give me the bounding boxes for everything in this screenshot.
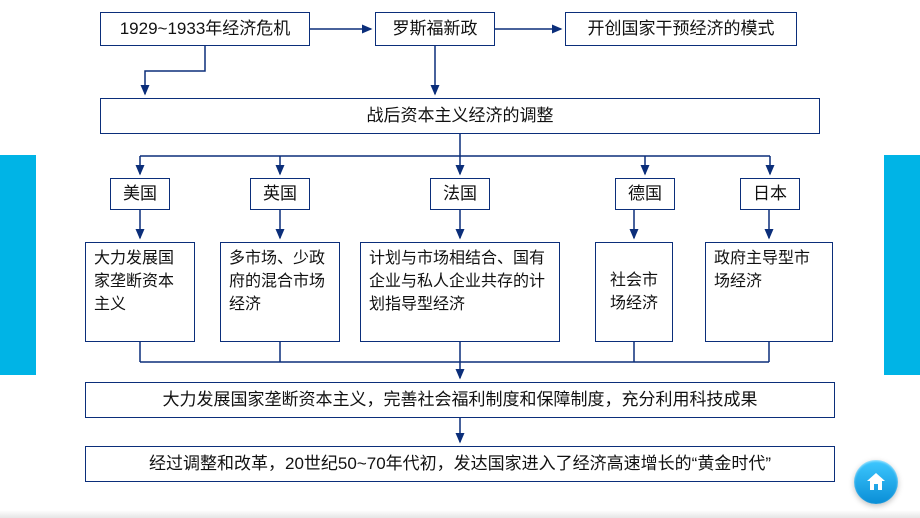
node-country-fr: 法国 [430,178,490,210]
node-desc-jp: 政府主导型市场经济 [705,242,833,342]
diagram-canvas: 1929~1933年经济危机 罗斯福新政 开创国家干预经济的模式 战后资本主义经… [55,6,865,496]
home-button[interactable] [854,460,898,504]
node-country-de: 德国 [615,178,675,210]
node-country-us: 美国 [110,178,170,210]
node-newdeal: 罗斯福新政 [375,12,495,46]
slide: 1929~1933年经济危机 罗斯福新政 开创国家干预经济的模式 战后资本主义经… [0,0,920,518]
decor-bottom-shadow [0,510,920,518]
node-intervention: 开创国家干预经济的模式 [565,12,797,46]
node-desc-us: 大力发展国家垄断资本主义 [85,242,195,342]
node-crisis: 1929~1933年经济危机 [100,12,310,46]
decor-sidebar-left [0,155,36,375]
node-desc-fr: 计划与市场相结合、国有企业与私人企业共存的计划指导型经济 [360,242,560,342]
home-icon [864,470,888,494]
node-adjustment: 战后资本主义经济的调整 [100,98,820,134]
node-desc-uk: 多市场、少政府的混合市场经济 [220,242,340,342]
node-desc-de: 社会市场经济 [595,242,673,342]
node-country-uk: 英国 [250,178,310,210]
node-country-jp: 日本 [740,178,800,210]
decor-sidebar-right [884,155,920,375]
node-summary-policy: 大力发展国家垄断资本主义，完善社会福利制度和保障制度，充分利用科技成果 [85,382,835,418]
node-summary-result: 经过调整和改革，20世纪50~70年代初，发达国家进入了经济高速增长的“黄金时代… [85,446,835,482]
